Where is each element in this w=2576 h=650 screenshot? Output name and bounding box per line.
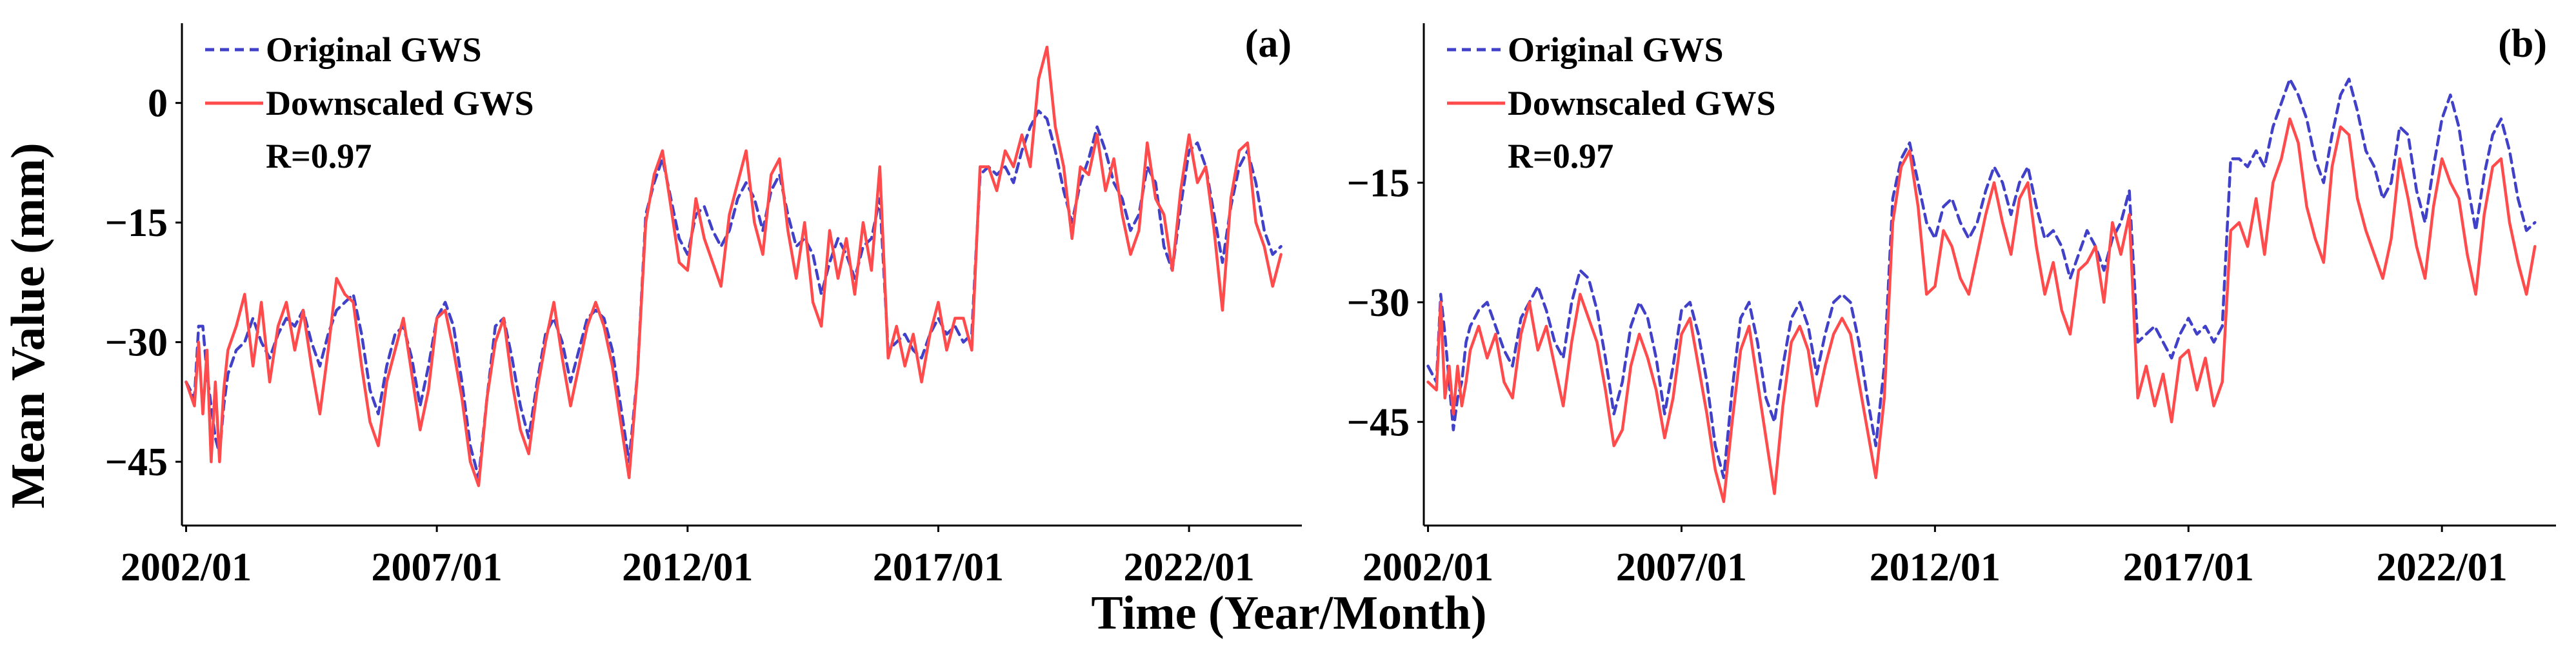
- y-tick-label: −45: [1347, 400, 1410, 444]
- x-tick-label: 2012/01: [622, 546, 753, 589]
- panel-b: −15 −30 −45 2002/01 2007/01 2012/01 2017/01 202…: [1347, 22, 2556, 589]
- x-tick-label: 2007/01: [1616, 546, 1747, 589]
- original-gws-line: [1426, 77, 2537, 480]
- x-tick-label: 2022/01: [1123, 546, 1254, 589]
- y-tick-label: −15: [1347, 161, 1410, 205]
- panel-a-label: (a): [1245, 22, 1292, 66]
- correlation-annotation: R=0.97: [1508, 137, 1613, 175]
- y-tick-label: −15: [105, 201, 168, 245]
- x-tick-label: 2017/01: [2123, 546, 2254, 589]
- original-gws-line: [185, 109, 1283, 480]
- y-tick-label: −45: [105, 440, 168, 484]
- x-tick-label: 2002/01: [121, 546, 252, 589]
- x-tick-label: 2002/01: [1363, 546, 1493, 589]
- panel-b-legend: Original GWS Downscaled GWS R=0.97: [1447, 30, 1776, 175]
- panel-b-label: (b): [2498, 22, 2547, 66]
- panel-b-axes: −15 −30 −45 2002/01 2007/01 2012/01 2017/01 202…: [1347, 23, 2556, 589]
- correlation-annotation: R=0.97: [266, 137, 372, 175]
- downscaled-gws-line: [1426, 117, 2537, 504]
- panel-a-legend: Original GWS Downscaled GWS R=0.97: [205, 30, 534, 175]
- legend-downscaled-label: Downscaled GWS: [266, 84, 534, 123]
- x-tick-label: 2017/01: [873, 546, 1004, 589]
- y-tick-label: −30: [105, 321, 168, 365]
- legend-downscaled-label: Downscaled GWS: [1508, 84, 1776, 123]
- y-axis-title: Mean Value (mm): [2, 143, 55, 508]
- downscaled-gws-line: [185, 45, 1283, 488]
- x-axis-title: Time (Year/Month): [1091, 587, 1486, 640]
- y-tick-label: −30: [1347, 281, 1410, 325]
- panel-a: 0 −15 −30 −45 2002/01 2007/01 2012/01 2017/01 20…: [105, 22, 1302, 589]
- panel-a-axes: 0 −15 −30 −45 2002/01 2007/01 2012/01 2017/01 20…: [105, 23, 1302, 589]
- panel-b-series: [1426, 77, 2537, 504]
- legend-original-label: Original GWS: [266, 30, 482, 69]
- legend-original-label: Original GWS: [1508, 30, 1724, 69]
- y-tick-label: 0: [148, 82, 168, 126]
- x-tick-label: 2022/01: [2377, 546, 2508, 589]
- x-tick-label: 2012/01: [1870, 546, 2001, 589]
- x-tick-label: 2007/01: [372, 546, 503, 589]
- panel-a-series: [185, 45, 1283, 488]
